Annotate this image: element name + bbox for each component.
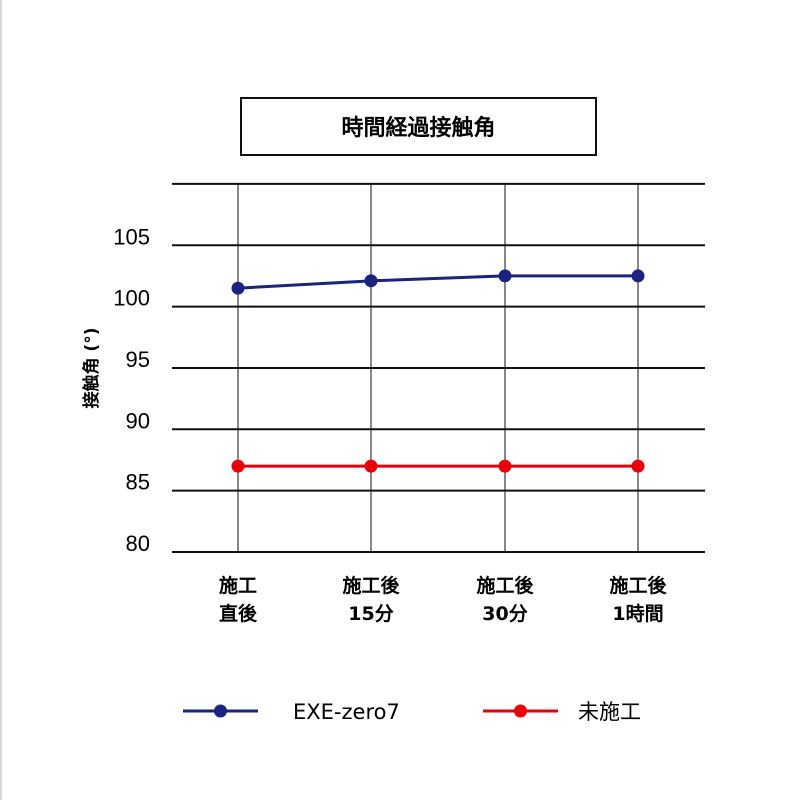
x-category-label: 施工後: [342, 574, 400, 597]
legend: EXE-zero7 未施工: [183, 700, 641, 724]
series-line: [237, 274, 638, 290]
chart-title: 時間経過接触角: [341, 115, 495, 141]
legend-marker: [514, 704, 527, 718]
data-point: [631, 269, 645, 283]
chart-title-box: [240, 97, 597, 156]
legend-label: 未施工: [578, 700, 641, 724]
data-point: [231, 459, 245, 473]
data-point: [498, 459, 512, 473]
y-tick-label: 85: [126, 470, 150, 495]
x-category-label: 15分: [348, 603, 393, 625]
x-category-label: 直後: [219, 602, 258, 625]
data-point: [498, 269, 512, 283]
series: [231, 269, 645, 473]
y-tick-labels: 80 85 90 95 100 105: [113, 224, 150, 556]
y-tick-label: 95: [126, 347, 150, 372]
legend-marker: [214, 704, 227, 718]
data-point: [364, 274, 378, 288]
data-point: [231, 281, 245, 295]
x-category-label: 施工: [219, 574, 257, 597]
y-axis-label: 接触角 (°): [81, 328, 102, 409]
gridlines: [172, 182, 705, 553]
x-category-label: 1時間: [612, 603, 663, 625]
data-point: [631, 459, 645, 473]
y-tick-label: 90: [126, 408, 150, 433]
data-point: [364, 459, 378, 473]
x-category-label: 施工後: [476, 574, 534, 597]
x-category-label: 30分: [482, 603, 527, 625]
y-tick-label: 105: [113, 224, 150, 249]
page-left-border: [0, 0, 2, 800]
x-category-label: 施工後: [609, 574, 667, 597]
legend-label: EXE-zero7: [293, 700, 400, 724]
y-tick-label: 100: [113, 286, 150, 311]
y-tick-label: 80: [126, 531, 150, 556]
